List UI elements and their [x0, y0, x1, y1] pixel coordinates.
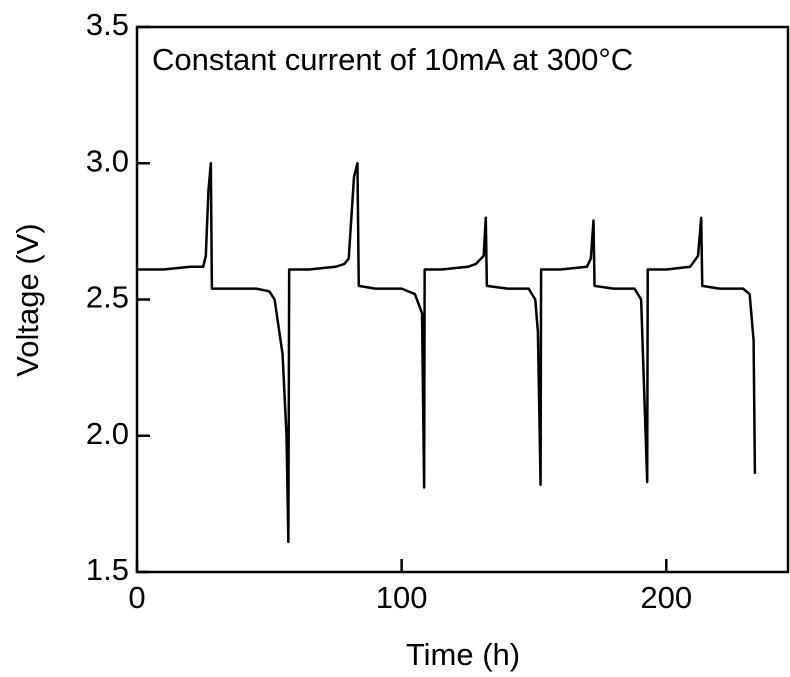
voltage-line: [137, 162, 757, 544]
y-tick-label: 2.0: [86, 416, 129, 451]
plot-frame: [135, 25, 790, 574]
y-tick-label: 3.5: [86, 7, 129, 42]
y-tick-label: 2.5: [86, 280, 129, 315]
annotation: Constant current of 10mA at 300°C: [152, 42, 633, 77]
y-axis-label: Voltage (V): [10, 223, 45, 376]
x-axis-label: Time (h): [406, 637, 520, 672]
x-tick-label: 200: [640, 580, 692, 615]
x-tick-label: 100: [376, 580, 428, 615]
y-tick-label: 1.5: [86, 552, 129, 587]
x-tick-label: 0: [128, 580, 145, 615]
y-tick-label: 3.0: [86, 143, 129, 178]
